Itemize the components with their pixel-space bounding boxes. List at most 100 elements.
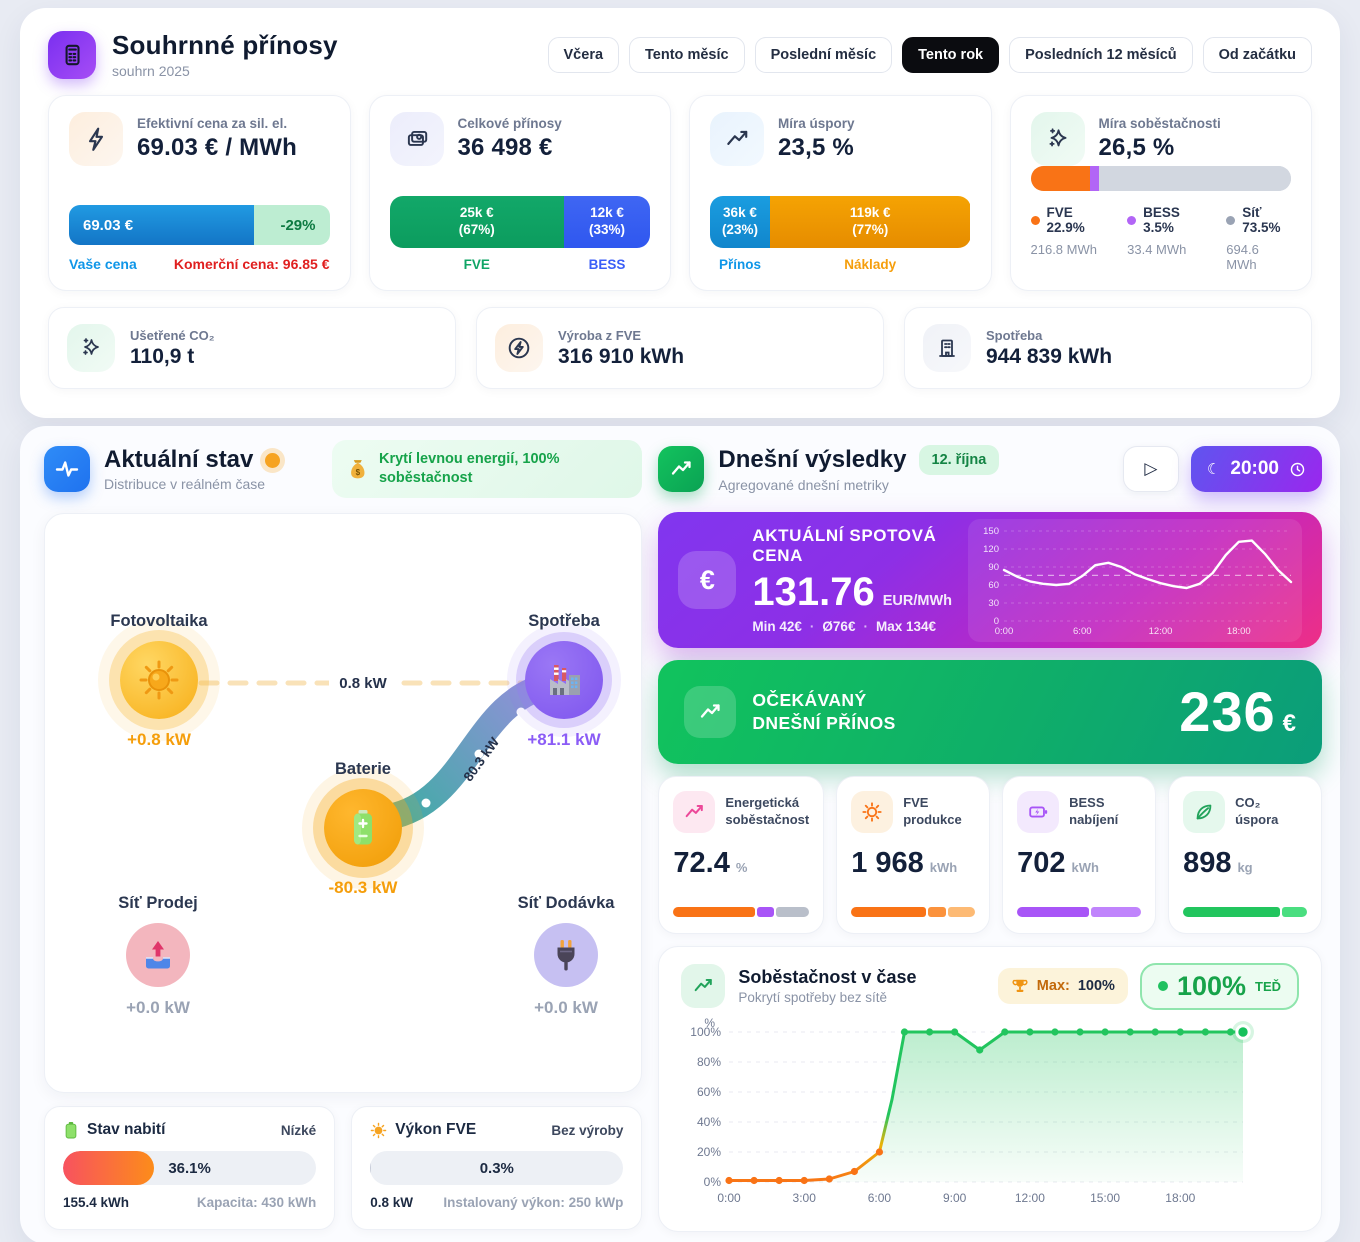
now-dot [1157, 981, 1168, 992]
page-title: Souhrnné přínosy [112, 30, 338, 60]
price-comparison-bar: 69.03 € -29% [69, 205, 330, 245]
svg-text:60%: 60% [697, 1085, 721, 1099]
costs-label: Náklady [844, 257, 897, 272]
node-spotreba: Spotřeba +81.1 kW [479, 612, 641, 750]
metric-bar [1183, 906, 1307, 917]
svg-text:0%: 0% [704, 1175, 722, 1189]
self-sufficiency-history-card: Soběstačnost v čase Pokrytí spotřeby bez… [658, 945, 1322, 1232]
co2-saved-card: Ušetřené CO₂ 110,9 t [48, 307, 456, 389]
your-price-label: Vaše cena [69, 256, 137, 272]
live-state-title: Aktuální stav [104, 446, 254, 473]
stat-cards: Efektivní cena za sil. el. 69.03 € / MWh… [48, 95, 1312, 291]
node-sit-prodej: Síť Prodej +0.0 kW [118, 894, 198, 1017]
range-last-12-months[interactable]: Posledních 12 měsíců [1009, 36, 1193, 73]
battery-charge-icon [1017, 790, 1060, 833]
mix-bar [1030, 166, 1291, 191]
sun-icon [120, 641, 198, 719]
card-title: Ušetřené CO₂ [130, 327, 215, 343]
bess-segment: 12k € (33%) [564, 196, 650, 248]
today-subtitle: Agregované dnešní metriky [718, 477, 889, 493]
svg-text:40%: 40% [697, 1115, 721, 1129]
self-sufficiency-metric: Energetická soběstačnost 72.4% [658, 775, 825, 934]
clock-icon [1290, 462, 1305, 476]
trend-up-icon [658, 446, 705, 492]
your-price-segment: 69.03 € [69, 205, 254, 245]
bess-charging-metric: BESS nabíjení 702 kWh [1002, 775, 1157, 934]
card-value: 26,5 % [1098, 134, 1175, 161]
today-header: Dnešní výsledky 12. října Agregované dneš… [658, 438, 1322, 500]
svg-text:60: 60 [988, 580, 999, 591]
spot-min: Min 42€ [752, 619, 802, 634]
range-yesterday[interactable]: Včera [547, 36, 620, 73]
today-metric-cards: Energetická soběstačnost 72.4% FVE p [658, 775, 1322, 934]
battery-capacity: Kapacita: 430 kWh [196, 1195, 317, 1210]
energy-flow-diagram: 0.8 kW 80.3 kW Fotovoltaika +0.8 kW Spot… [44, 513, 643, 1093]
now-badge: 100% TEĎ [1139, 962, 1299, 1010]
self-sufficiency-chart: 0% 20% 40% 60% 80% 100%% 0:00 3:00 6:00 9:00 12:00… [681, 1016, 1299, 1213]
svg-text:9:00: 9:00 [943, 1191, 967, 1205]
date-badge: 12. října [918, 445, 1000, 475]
discount-segment: -29% [253, 205, 330, 245]
spot-max: Max 134€ [875, 619, 936, 634]
fve-label: FVE [463, 257, 490, 272]
legend-grid: Síť 73.5% 694.6 MWh [1226, 205, 1281, 272]
spot-price-chart: 0 30 60 90 120 150 0:00 6:00 12:00 18:00 [968, 518, 1302, 642]
total-benefits-card: Celkové přínosy 36 498 € 25k € (67%) 12k … [368, 95, 671, 291]
node-fotovoltaika: Fotovoltaika +0.8 kW [110, 612, 208, 749]
flow-connections: 0.8 kW 80.3 kW [198, 668, 560, 830]
svg-text:12:00: 12:00 [1149, 626, 1173, 637]
card-value: 69.03 € / MWh [137, 134, 297, 161]
benefit-segment: 36k € (23%) [710, 196, 770, 248]
range-this-month[interactable]: Tento měsíc [629, 36, 745, 73]
fve-production-card: Výroba z FVE 316 910 kWh [476, 307, 884, 389]
expected-value: 236 [1179, 680, 1276, 744]
svg-text:90: 90 [988, 562, 999, 573]
mini-cards: Ušetřené CO₂ 110,9 t Výroba z FVE 316 91… [48, 307, 1312, 389]
battery-small-icon [65, 1122, 77, 1139]
svg-text:3:00: 3:00 [793, 1191, 817, 1205]
card-value: 23,5 % [778, 134, 854, 161]
svg-text:18:00: 18:00 [1166, 1191, 1196, 1205]
svg-text:0:00: 0:00 [995, 626, 1014, 637]
play-button[interactable]: ▷ [1122, 446, 1179, 492]
selected-time: 20:00 [1230, 458, 1279, 479]
svg-text:0: 0 [994, 616, 999, 627]
spot-avg: Ø76€ [822, 619, 856, 634]
live-state-column: Aktuální stav Distribuce v reálném čase … [44, 438, 643, 1232]
trend-pink-icon [673, 790, 716, 833]
building-icon [923, 324, 971, 372]
node-baterie: Baterie -80.3 kW [278, 760, 448, 898]
battery-soc-card: Stav nabití Nízké 36.1% 155.4 kWh Kapaci… [44, 1106, 336, 1230]
benefits-split-bar: 25k € (67%) 12k € (33%) [389, 196, 651, 248]
range-filter: Včera Tento měsíc Poslední měsíc Tento r… [547, 36, 1312, 73]
expected-label-line2: DNEŠNÍ PŘÍNOS [752, 712, 896, 733]
bess-label: BESS [588, 257, 626, 272]
legend-fve: FVE 22.9% 216.8 MWh [1030, 205, 1097, 257]
svg-text:100%: 100% [691, 1025, 722, 1039]
solar-energy-icon [495, 324, 543, 372]
sun-icon [851, 790, 894, 833]
max-badge: Max: 100% [997, 968, 1128, 1005]
history-title: Soběstačnost v čase [738, 967, 917, 988]
card-value: 316 910 kWh [558, 344, 685, 368]
moon-icon: ☾ [1206, 461, 1221, 478]
card-title: Spotřeba [986, 327, 1043, 343]
sun-small-icon [370, 1122, 387, 1138]
battery-icon [324, 789, 402, 867]
factory-icon [525, 641, 603, 719]
range-last-month[interactable]: Poslední měsíc [754, 36, 893, 73]
card-title: Míra soběstačnosti [1098, 116, 1221, 131]
card-title: Efektivní cena za sil. el. [137, 116, 288, 131]
svg-text:15:00: 15:00 [1090, 1191, 1120, 1205]
range-this-year[interactable]: Tento rok [902, 36, 1000, 73]
range-from-start[interactable]: Od začátku [1202, 36, 1312, 73]
expected-benefit-card: OČEKÁVANÝ DNEŠNÍ PŘÍNOS 236 € [658, 660, 1322, 764]
time-selector[interactable]: ☾ 20:00 [1190, 446, 1322, 492]
costs-segment: 119k € (77%) [769, 196, 971, 248]
money-bag-icon: $ [351, 460, 365, 479]
battery-status: Nízké [280, 1122, 317, 1138]
trophy-icon [1012, 979, 1028, 993]
svg-text:120: 120 [983, 544, 999, 555]
live-state-header: Aktuální stav Distribuce v reálném čase … [44, 438, 643, 500]
expected-label-line1: OČEKÁVANÝ [752, 690, 867, 711]
